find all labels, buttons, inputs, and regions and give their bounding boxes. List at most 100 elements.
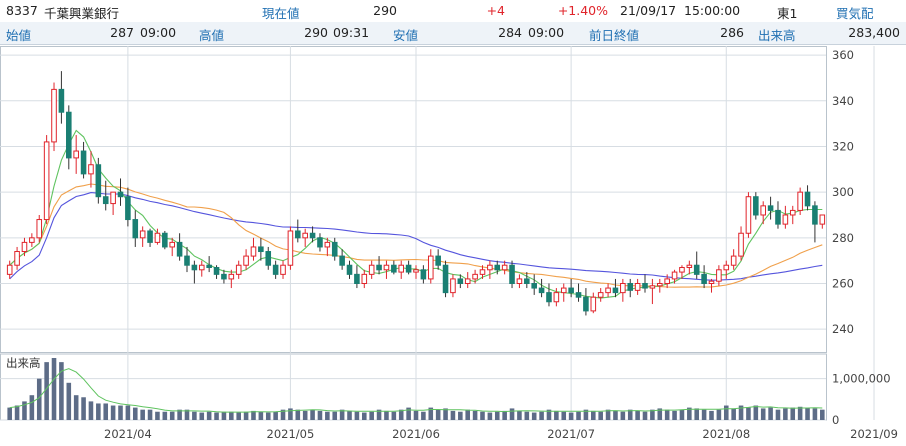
low-value: 284 <box>498 25 522 40</box>
volume-bar <box>502 410 507 420</box>
candle-body <box>804 191 811 207</box>
candle-body <box>413 269 419 273</box>
ma-long-line <box>9 192 823 281</box>
candle-body <box>206 264 212 269</box>
volume-bar <box>428 407 434 420</box>
volume-bar <box>812 408 818 420</box>
candle-body <box>258 246 264 253</box>
price-change: +4 <box>486 3 505 18</box>
candle-body <box>125 196 131 221</box>
volume-bar <box>723 405 729 420</box>
high-value: 290 <box>304 25 328 40</box>
volume-bar <box>347 410 352 420</box>
volume-bar <box>184 409 190 420</box>
candle-body <box>58 88 65 113</box>
volume-bar <box>598 411 603 420</box>
candle-body <box>420 269 427 280</box>
volume-bar <box>398 409 404 420</box>
candle-body <box>575 292 582 298</box>
price-tick-label: 320 <box>832 139 854 153</box>
candle-body <box>649 285 656 289</box>
candle-body <box>324 241 331 248</box>
candle-body <box>797 191 803 211</box>
candle-body <box>14 251 20 266</box>
volume-bar <box>22 401 27 420</box>
candle-body <box>221 273 227 280</box>
candle-body <box>442 264 449 294</box>
volume-bar <box>221 411 227 420</box>
candle-body <box>51 88 57 143</box>
volume-bar <box>406 407 411 420</box>
candle-body <box>524 278 530 284</box>
candle-body <box>538 287 545 294</box>
volume-bar <box>650 409 655 420</box>
candle-body <box>43 141 50 221</box>
candle-body <box>339 255 345 266</box>
volume-bar <box>251 410 256 420</box>
volume-bar <box>169 411 175 420</box>
candle-body <box>36 219 43 239</box>
candle-body <box>302 232 308 239</box>
quote-label: 買気配 <box>836 6 874 21</box>
candle-body <box>198 264 205 271</box>
candle-body <box>775 209 781 225</box>
volume-bar <box>132 407 138 420</box>
high-time: 09:31 <box>333 25 370 40</box>
candle-body <box>642 282 648 289</box>
candle-body <box>243 255 249 266</box>
volume-ma-line <box>9 368 823 413</box>
volume-bar <box>443 408 448 420</box>
volume-bar <box>302 410 308 420</box>
candle-body <box>250 246 257 257</box>
volume-bar <box>531 412 537 420</box>
candle-body <box>391 264 397 273</box>
candle-body <box>656 282 663 287</box>
candle-body <box>708 280 715 284</box>
date-tick-label: 2021/06 <box>392 427 440 441</box>
price-change-percent: +1.40% <box>557 3 608 18</box>
date-tick-label: 2021/09 <box>850 427 898 441</box>
volume-bar <box>568 412 574 420</box>
quote-header-row-2: 始値 287 09:00 高値 290 09:31 安値 284 09:00 前… <box>0 22 906 45</box>
candle-body <box>494 264 501 271</box>
volume-bar <box>51 358 57 420</box>
volume-bar <box>561 411 567 420</box>
volume-bar <box>450 410 456 420</box>
candle-body <box>368 264 375 275</box>
candle-body <box>760 205 766 216</box>
volume-bar <box>494 411 500 420</box>
candle-body <box>620 282 626 294</box>
candle-body <box>354 273 360 284</box>
date-tick-label: 2021/07 <box>547 427 595 441</box>
volume-bar <box>36 378 42 420</box>
quote-header-row-1: 8337 千葉興業銀行 現在値 290 +4 +1.40% 21/09/17 1… <box>0 0 906 22</box>
candle-body <box>21 241 28 253</box>
candle-body <box>346 264 353 275</box>
volume-bar <box>679 409 685 420</box>
volume-bar <box>295 409 301 420</box>
candle-body <box>154 232 161 243</box>
stock-name: 千葉興業銀行 <box>44 6 120 21</box>
volume-bar <box>147 409 153 420</box>
volume-bar <box>29 395 35 420</box>
date-tick-label: 2021/08 <box>702 427 750 441</box>
candle-body <box>479 269 486 275</box>
candle-body <box>568 287 574 294</box>
candle-body <box>427 255 434 280</box>
candle-body <box>782 214 789 225</box>
volume-bar <box>480 411 485 420</box>
candle-body <box>753 196 759 216</box>
candle-body <box>487 264 493 271</box>
volume-bar <box>288 408 293 420</box>
candle-body <box>590 296 597 312</box>
volume-bar <box>361 412 367 420</box>
volume-bar <box>605 409 611 420</box>
volume-bar <box>546 409 552 420</box>
volume-bar <box>118 405 123 420</box>
volume-bar <box>243 411 249 420</box>
candle-body <box>789 209 796 216</box>
volume-bar <box>746 407 751 420</box>
candle-body <box>597 292 604 298</box>
volume-bar <box>487 412 493 420</box>
volume-bar <box>672 410 677 420</box>
